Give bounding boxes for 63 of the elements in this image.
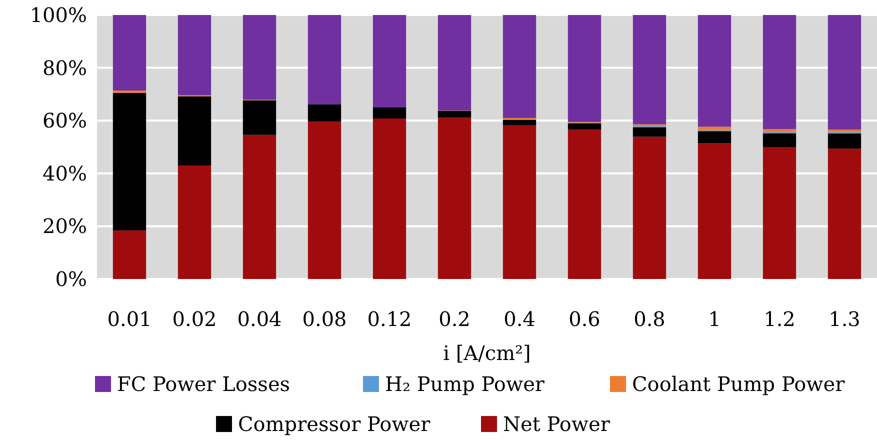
bar	[178, 165, 212, 279]
x-tick-label: 0.4	[504, 307, 536, 331]
x-tick-label: 0.01	[107, 307, 152, 331]
bar	[698, 143, 732, 279]
bar	[242, 15, 276, 100]
bar	[632, 127, 666, 137]
y-tick-label: 20%	[42, 214, 87, 238]
x-tick-label: 0.8	[634, 307, 666, 331]
bar	[828, 134, 862, 149]
bar	[438, 15, 472, 111]
x-axis-title: i [A/cm²]	[443, 341, 531, 365]
bar	[698, 15, 732, 127]
bar	[308, 122, 342, 279]
y-tick-label: 0%	[55, 267, 87, 291]
bar	[632, 15, 666, 124]
bar	[568, 130, 602, 279]
bar	[502, 15, 536, 118]
x-tick-label: 0.04	[237, 307, 282, 331]
bar	[372, 107, 406, 118]
y-tick-label: 100%	[30, 3, 87, 27]
y-tick-label: 40%	[42, 161, 87, 186]
x-tick-label: 0.12	[367, 307, 412, 331]
bar	[762, 147, 796, 279]
legend-label: Coolant Pump Power	[632, 372, 846, 396]
bar	[632, 136, 666, 279]
bar	[438, 110, 472, 118]
legend-label: FC Power Losses	[117, 372, 290, 396]
x-tick-label: 0.2	[438, 307, 470, 331]
bar	[308, 104, 342, 122]
bar	[828, 148, 862, 279]
bar	[762, 129, 796, 132]
bar	[502, 120, 536, 126]
x-tick-label: 0.02	[172, 307, 217, 331]
bar	[698, 126, 732, 130]
bar	[242, 100, 276, 135]
bar	[372, 15, 406, 108]
bar	[308, 15, 342, 104]
bar	[568, 15, 602, 122]
bar	[698, 131, 732, 144]
bar	[178, 15, 212, 96]
bar	[242, 134, 276, 279]
bar	[828, 130, 862, 132]
bar	[762, 133, 796, 147]
x-tick-label: 1.3	[828, 307, 860, 331]
bar	[112, 92, 146, 230]
x-tick-label: 0.08	[302, 307, 347, 331]
x-tick-label: 0.6	[568, 307, 600, 331]
bar	[438, 118, 472, 279]
legend-label: H₂ Pump Power	[385, 372, 545, 396]
bar	[762, 15, 796, 130]
legend-label: Net Power	[503, 412, 610, 436]
bar	[178, 96, 212, 166]
bar	[112, 15, 146, 91]
x-tick-label: 1	[708, 307, 721, 331]
bar	[828, 15, 862, 130]
bar	[372, 118, 406, 279]
legend-label: Compressor Power	[238, 412, 431, 436]
bar	[568, 123, 602, 130]
y-tick-label: 80%	[42, 56, 87, 80]
bar	[112, 230, 146, 279]
x-tick-label: 1.2	[764, 307, 796, 331]
bar	[502, 125, 536, 279]
y-tick-label: 60%	[42, 108, 87, 133]
